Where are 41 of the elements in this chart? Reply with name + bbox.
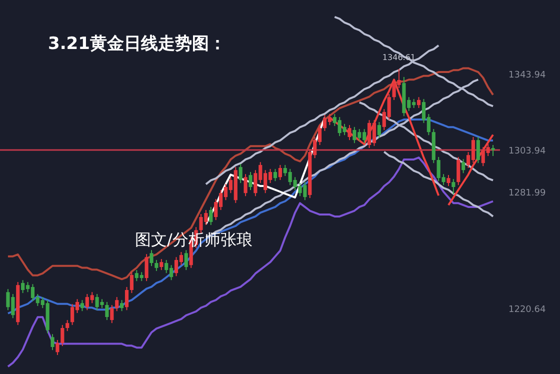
candlestick [456, 156, 460, 186]
line-series [383, 150, 494, 218]
line-series [6, 67, 494, 280]
candlestick [209, 206, 213, 226]
candlestick [244, 174, 248, 197]
candlestick [80, 300, 84, 312]
y-tick-label: 1281.99 [508, 188, 546, 198]
candlestick [491, 144, 495, 157]
candlestick [144, 254, 148, 282]
candlestick [476, 136, 480, 164]
y-tick-label: 1220.64 [508, 304, 546, 315]
candlestick [154, 259, 158, 272]
candlestick [105, 301, 109, 321]
candlestick [462, 158, 466, 174]
candlestick [248, 171, 252, 191]
line-series [447, 134, 494, 206]
candlestick [452, 178, 456, 195]
candlestick [184, 250, 188, 271]
candlestick [416, 96, 421, 108]
y-tick-label: 1343.94 [508, 70, 546, 81]
candlestick [278, 164, 282, 180]
y-tick-label: 1303.94 [508, 146, 546, 157]
candlestick [110, 304, 114, 324]
candlestick [130, 272, 134, 294]
candlestick [60, 324, 64, 347]
candlestick [348, 124, 352, 141]
line-series [204, 116, 326, 226]
candlestick [120, 300, 124, 312]
candlestick [160, 258, 164, 271]
text: 3.21黄金日线走势图： [48, 34, 226, 54]
line-series [6, 156, 494, 368]
candlestick [150, 250, 154, 267]
candlestick [273, 168, 278, 182]
candlestick [446, 174, 450, 187]
candlestick [56, 339, 60, 356]
candlestick [66, 320, 70, 332]
candlestick [238, 164, 242, 184]
candlestick [115, 296, 119, 312]
candlestick [377, 122, 381, 138]
candlestick [124, 286, 129, 311]
candlestick [50, 334, 54, 351]
